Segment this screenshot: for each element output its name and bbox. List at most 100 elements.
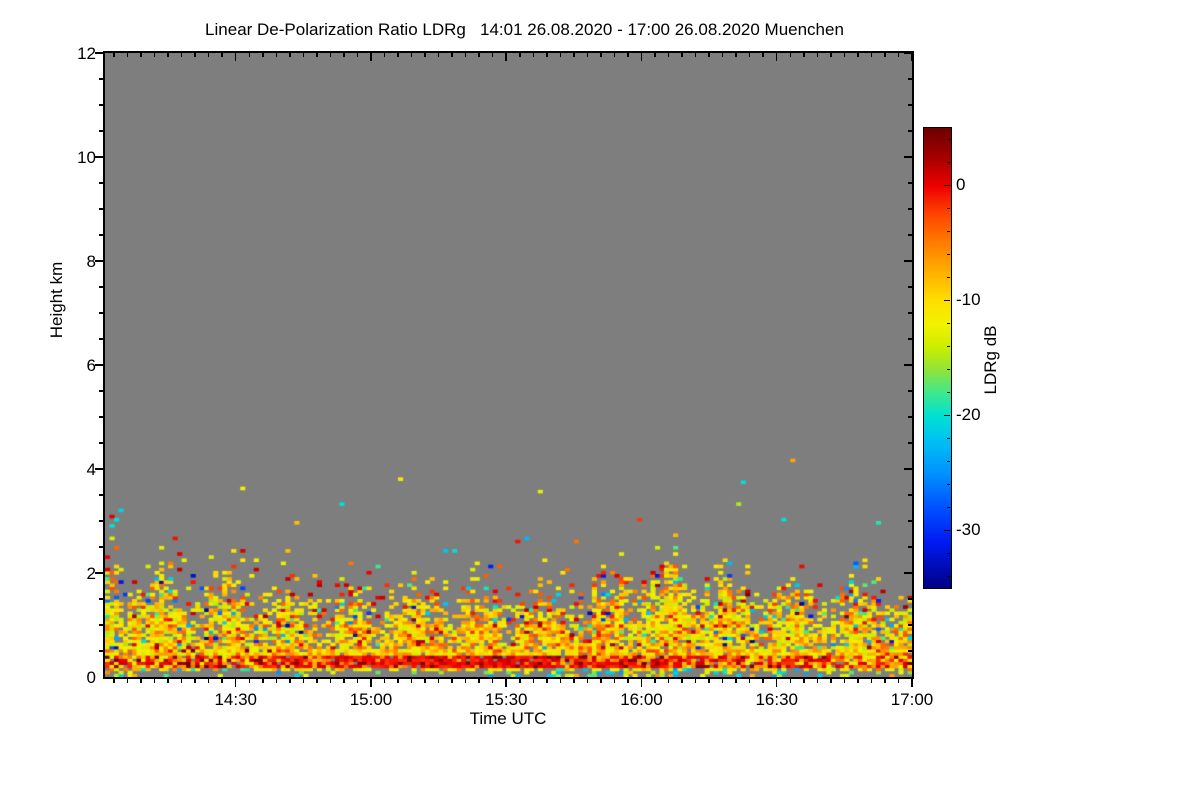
x-axis-tick-top [586, 53, 589, 57]
plot-frame [103, 51, 914, 679]
x-axis-tick [356, 679, 359, 683]
x-axis-tick-top [329, 53, 332, 57]
y-axis-tick [99, 78, 103, 80]
x-axis-tick-top [694, 53, 697, 57]
y-axis-tick-right [908, 416, 912, 418]
y-axis-tick-right [908, 104, 912, 106]
x-axis-tick-top [559, 53, 562, 57]
x-axis-tick [180, 679, 183, 683]
x-axis-tick [546, 679, 548, 683]
x-axis-tick-top [194, 53, 196, 57]
y-axis-tick [99, 624, 103, 626]
x-axis-tick [140, 679, 142, 683]
x-axis-tick-top [830, 53, 832, 57]
x-axis-tick-top [221, 53, 223, 57]
colorbar-tick [947, 483, 950, 485]
x-axis-tick-top [775, 53, 778, 61]
plot-title: Linear De-Polarization Ratio LDRg 14:01 … [205, 20, 844, 39]
x-tick-label: 16:30 [755, 690, 798, 709]
y-axis-title: Height km [47, 261, 66, 339]
x-axis-tick-top [762, 53, 764, 57]
x-axis-tick [410, 679, 413, 683]
x-axis-tick-top [708, 53, 710, 57]
y-tick-label: 10 [77, 147, 96, 167]
x-axis-tick [573, 679, 575, 683]
y-axis-tick-right [904, 52, 912, 54]
x-axis-tick [167, 679, 169, 683]
y-axis-tick [99, 338, 103, 340]
x-axis-tick [897, 679, 900, 683]
colorbar-tick [947, 276, 950, 278]
y-tick-label: 4 [86, 459, 96, 479]
x-axis-tick-top [613, 53, 616, 57]
y-axis-tick [99, 182, 103, 184]
y-axis-tick [99, 546, 103, 548]
x-axis-tick-top [316, 53, 318, 57]
x-axis-tick [721, 679, 724, 683]
x-axis-tick [302, 679, 305, 683]
x-tick-label: 14:30 [214, 690, 257, 709]
x-tick-label: 16:00 [620, 690, 663, 709]
colorbar-tick [947, 253, 950, 255]
x-axis-tick-top [897, 53, 900, 57]
y-axis-tick-right [908, 546, 912, 548]
x-tick-label: 15:30 [484, 690, 528, 709]
x-tick-label: 15:00 [349, 690, 393, 709]
x-axis-tick-top [248, 53, 251, 57]
y-axis-tick [99, 234, 103, 236]
colorbar-gradient [923, 127, 952, 589]
y-tick-label: 6 [86, 355, 96, 375]
colorbar-tick [944, 529, 950, 531]
x-axis-tick [194, 679, 196, 683]
x-axis-tick [667, 679, 670, 683]
y-axis-tick-right [908, 442, 912, 444]
x-axis-tick [708, 679, 710, 683]
y-axis-tick [99, 494, 103, 496]
x-axis-tick-top [289, 53, 291, 57]
y-axis-tick [95, 572, 103, 574]
x-axis-tick-top [302, 53, 305, 57]
x-axis-tick [316, 679, 318, 683]
y-axis-tick-right [908, 286, 912, 288]
x-axis-tick [519, 679, 521, 683]
y-axis-tick [99, 520, 103, 522]
x-axis-tick [884, 679, 886, 683]
x-axis-tick-top [532, 53, 535, 57]
x-axis-tick [262, 679, 264, 683]
x-axis-tick-top [343, 53, 345, 57]
y-axis-tick-right [908, 494, 912, 496]
y-axis-tick [99, 390, 103, 392]
colorbar-tick [947, 391, 950, 393]
y-axis-tick [99, 416, 103, 418]
x-axis-tick-top [234, 53, 237, 61]
x-axis-tick-top [627, 53, 629, 57]
y-axis-tick-right [904, 260, 912, 262]
y-axis-tick-right [908, 624, 912, 626]
x-axis-tick-top [857, 53, 859, 57]
x-axis-tick-top [207, 53, 210, 57]
x-axis-tick [789, 679, 792, 683]
y-axis-tick [95, 156, 103, 158]
x-axis-tick-top [546, 53, 548, 57]
colorbar-tick [947, 230, 950, 232]
x-axis-tick [234, 679, 237, 687]
y-axis-tick-right [908, 208, 912, 210]
colorbar-tick [947, 322, 950, 324]
y-axis-tick-right [904, 572, 912, 574]
y-axis-tick-right [908, 520, 912, 522]
heatmap-canvas [105, 53, 912, 677]
x-axis-tick-top [748, 53, 751, 57]
x-axis-tick-top [911, 53, 913, 61]
y-axis-tick-right [908, 78, 912, 80]
colorbar-tick-label: -10 [956, 290, 981, 309]
x-axis-tick [857, 679, 859, 683]
y-axis-tick-right [904, 156, 912, 158]
x-axis-tick [830, 679, 832, 683]
x-axis-tick [437, 679, 440, 683]
y-axis-tick-right [904, 364, 912, 366]
y-axis-tick [99, 104, 103, 106]
x-axis-tick [383, 679, 386, 683]
colorbar-tick [947, 575, 950, 577]
x-axis-tick-top [816, 53, 819, 57]
y-axis-tick-right [908, 312, 912, 314]
